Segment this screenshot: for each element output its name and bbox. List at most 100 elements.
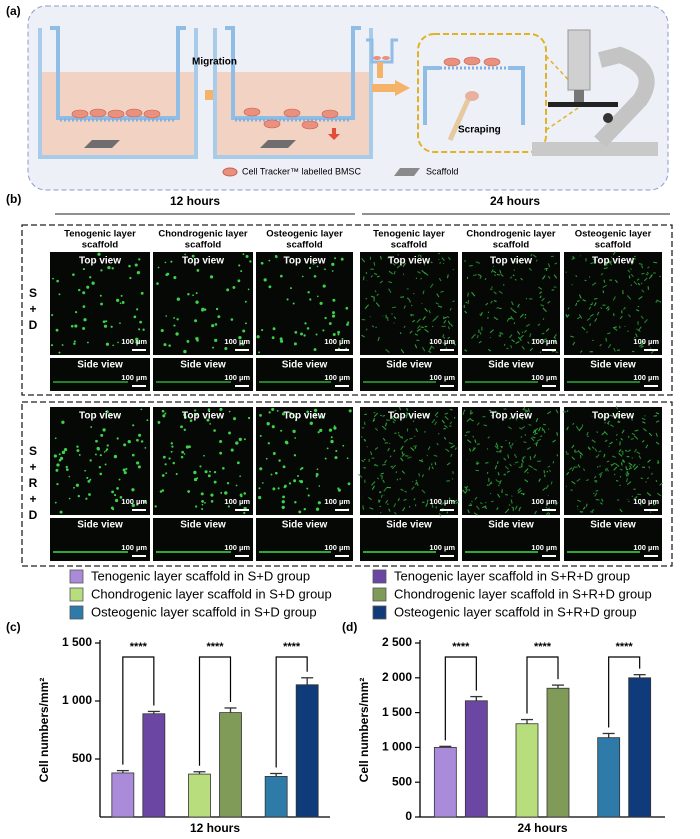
cell-signal: [84, 469, 87, 472]
cell-signal: [383, 487, 388, 492]
cell-signal: [509, 444, 513, 449]
cell-signal: [345, 306, 349, 310]
cell-signal: [154, 505, 157, 508]
cell-signal: [496, 273, 501, 276]
cell-signal: [379, 255, 382, 260]
cell-signal: [401, 470, 406, 474]
cell-signal: [401, 435, 404, 439]
cell-signal: [388, 281, 392, 284]
cell-signal: [498, 335, 502, 337]
cell-signal: [496, 507, 499, 511]
cell-signal: [482, 505, 487, 509]
cell-signal: [68, 497, 71, 500]
cell-signal: [553, 340, 558, 345]
cell-signal: [373, 412, 379, 418]
cell-signal: [183, 428, 186, 431]
cell-signal: [523, 409, 528, 412]
cell-signal: [535, 259, 538, 262]
cell-signal: [510, 315, 514, 321]
cell-signal: [453, 416, 456, 419]
cell-signal: [475, 261, 481, 264]
cell-signal: [334, 257, 337, 260]
cell-signal: [641, 340, 646, 344]
cell-signal: [194, 409, 197, 412]
cell-signal: [622, 459, 624, 463]
cell-signal: [586, 331, 588, 334]
cell-signal: [448, 442, 453, 445]
cell-signal: [450, 499, 454, 503]
scaffold-header: scaffold: [391, 240, 428, 251]
cell-signal: [82, 268, 85, 271]
cell-signal: [611, 462, 616, 466]
cell-signal: [207, 408, 211, 411]
cell-signal: [296, 474, 300, 478]
scale-label: 100 µm: [224, 373, 250, 382]
cell-signal: [603, 267, 608, 270]
cell-signal: [120, 294, 123, 297]
cell-signal: [638, 296, 643, 300]
cell-signal: [527, 408, 530, 413]
cell-signal: [630, 273, 634, 278]
cell-signal: [112, 344, 114, 347]
cell-signal: [545, 328, 550, 332]
cell-signal: [596, 466, 599, 468]
x-axis-label: 24 hours: [517, 821, 567, 835]
bar: [295, 684, 319, 818]
cell-signal: [648, 432, 653, 437]
cell-signal: [203, 454, 205, 457]
cell-signal: [75, 483, 79, 487]
cell-signal: [497, 493, 501, 498]
cell-signal: [56, 279, 59, 283]
cell-signal: [377, 477, 380, 480]
micrograph: [462, 518, 560, 561]
cell-signal: [577, 464, 581, 468]
cell-signal: [552, 461, 555, 464]
cell-signal: [600, 272, 604, 276]
cell-signal: [89, 478, 92, 481]
cell-signal: [616, 412, 619, 415]
group-label-char: R: [29, 476, 38, 490]
cell-signal: [393, 270, 396, 275]
cell-signal: [105, 410, 109, 414]
cell-signal: [640, 282, 643, 285]
cell-signal: [493, 291, 497, 295]
cell-signal: [614, 279, 618, 284]
cell-signal: [581, 326, 586, 331]
scale-label: 100 µm: [324, 337, 350, 346]
cell-signal: [542, 307, 547, 313]
cell-signal: [464, 489, 468, 494]
cell-signal: [136, 438, 139, 442]
cell-signal: [180, 425, 183, 429]
cell-signal: [411, 486, 415, 491]
cell-signal: [486, 484, 489, 487]
cell-signal: [162, 414, 166, 418]
cell-signal: [422, 290, 425, 295]
cell-signal: [181, 450, 185, 454]
cell-signal: [403, 305, 406, 309]
cell-signal: [520, 492, 525, 496]
cell-signal: [542, 423, 547, 426]
scale-label: 100 µm: [121, 543, 147, 552]
cell-signal: [132, 424, 135, 427]
cell-signal: [657, 461, 660, 464]
cell-signal: [653, 500, 656, 503]
cell-signal: [640, 315, 644, 320]
cell-signal: [256, 335, 260, 339]
cell-signal: [119, 302, 122, 305]
cell-signal: [373, 272, 378, 276]
cell-signal: [309, 421, 313, 425]
cell-signal: [511, 442, 514, 447]
cell-signal: [173, 276, 177, 280]
significance-label: ****: [534, 641, 552, 653]
cell-signal: [377, 336, 380, 342]
cell-signal: [609, 441, 613, 445]
scale-label: 100 µm: [121, 373, 147, 382]
cell-signal: [626, 471, 630, 475]
cell-signal: [396, 265, 401, 269]
cell-signal: [414, 333, 418, 336]
cell-signal: [418, 459, 424, 463]
legend-swatch: [69, 605, 84, 620]
cell-signal: [363, 438, 366, 442]
micrograph: [564, 252, 662, 355]
cell-signal: [214, 338, 218, 342]
